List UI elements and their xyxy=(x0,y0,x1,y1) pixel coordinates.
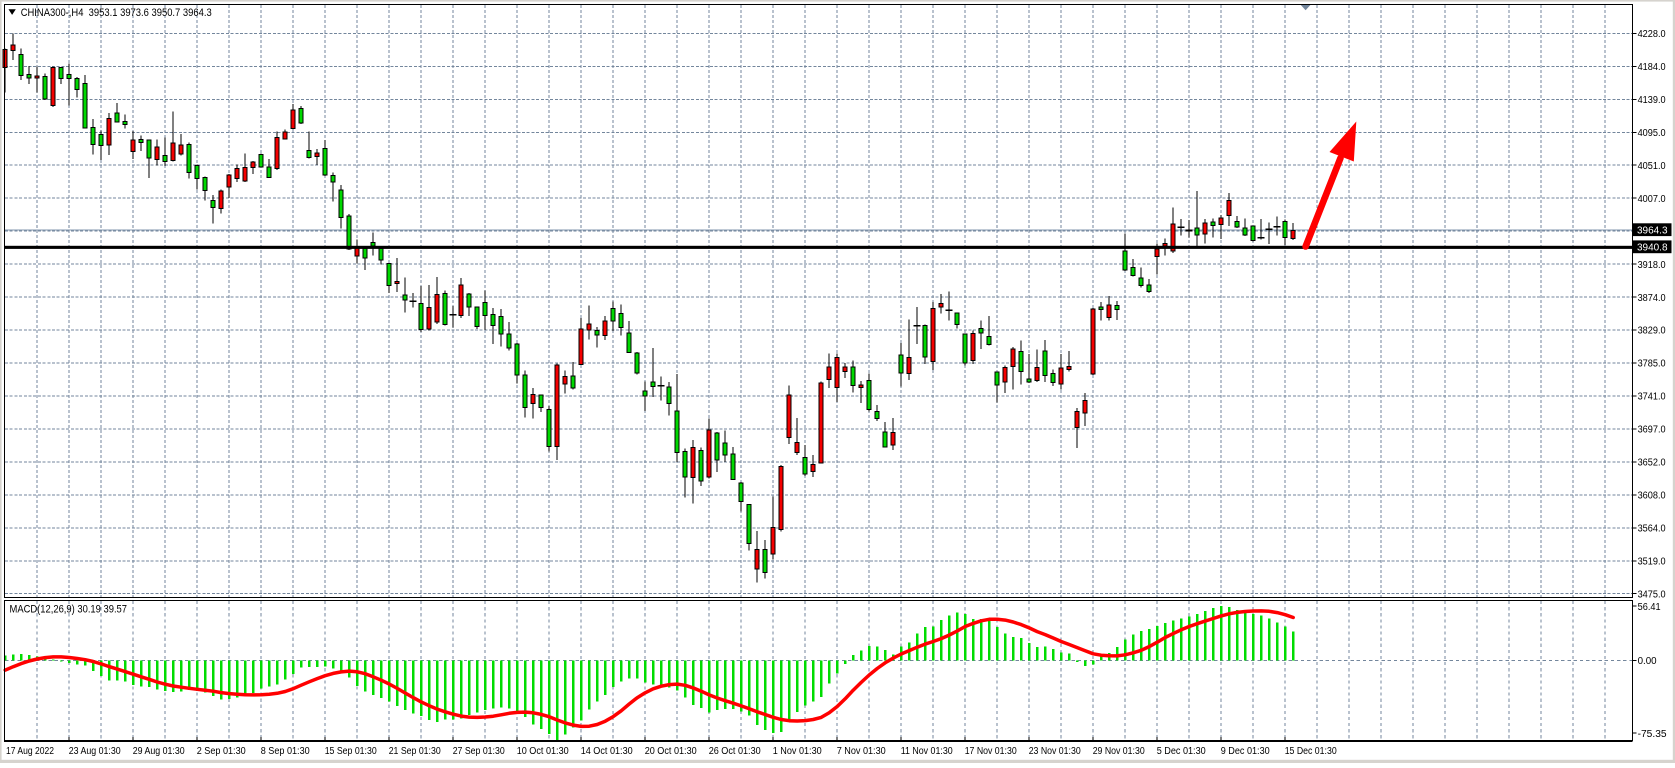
svg-text:3874.0: 3874.0 xyxy=(1638,293,1666,304)
svg-text:11 Nov 01:30: 11 Nov 01:30 xyxy=(901,746,953,757)
svg-text:27 Sep 01:30: 27 Sep 01:30 xyxy=(453,746,505,757)
svg-text:4184.0: 4184.0 xyxy=(1638,62,1666,73)
svg-text:10 Oct 01:30: 10 Oct 01:30 xyxy=(517,746,569,757)
svg-text:MACD(12,26,9) 30.19 39.57: MACD(12,26,9) 30.19 39.57 xyxy=(10,604,128,616)
svg-text:4007.0: 4007.0 xyxy=(1638,194,1666,205)
svg-text:4139.0: 4139.0 xyxy=(1638,95,1666,106)
svg-text:3697.0: 3697.0 xyxy=(1638,425,1666,436)
svg-text:4095.0: 4095.0 xyxy=(1638,128,1666,139)
svg-text:20 Oct 01:30: 20 Oct 01:30 xyxy=(645,746,697,757)
svg-text:29 Nov 01:30: 29 Nov 01:30 xyxy=(1093,746,1145,757)
svg-text:17 Aug 2022: 17 Aug 2022 xyxy=(6,746,54,757)
svg-text:7 Nov 01:30: 7 Nov 01:30 xyxy=(837,746,886,757)
svg-text:CHINA300-,H4 3953.1 3973.6 39: CHINA300-,H4 3953.1 3973.6 3950.7 3964.3 xyxy=(21,7,212,19)
svg-text:17 Nov 01:30: 17 Nov 01:30 xyxy=(965,746,1017,757)
svg-text:3608.0: 3608.0 xyxy=(1638,491,1666,502)
svg-text:29 Aug 01:30: 29 Aug 01:30 xyxy=(133,746,185,757)
svg-text:1 Nov 01:30: 1 Nov 01:30 xyxy=(773,746,822,757)
svg-text:3785.0: 3785.0 xyxy=(1638,359,1666,370)
svg-text:26 Oct 01:30: 26 Oct 01:30 xyxy=(709,746,761,757)
svg-text:3741.0: 3741.0 xyxy=(1638,392,1666,403)
svg-text:23 Nov 01:30: 23 Nov 01:30 xyxy=(1029,746,1081,757)
svg-text:3652.0: 3652.0 xyxy=(1638,458,1666,469)
svg-text:9 Dec 01:30: 9 Dec 01:30 xyxy=(1221,746,1270,757)
svg-text:15 Dec 01:30: 15 Dec 01:30 xyxy=(1285,746,1337,757)
svg-text:4051.0: 4051.0 xyxy=(1638,161,1666,172)
svg-text:4228.0: 4228.0 xyxy=(1638,29,1666,40)
svg-text:3475.0: 3475.0 xyxy=(1638,589,1666,600)
svg-text:3564.0: 3564.0 xyxy=(1638,524,1666,535)
svg-text:14 Oct 01:30: 14 Oct 01:30 xyxy=(581,746,633,757)
svg-text:3940.8: 3940.8 xyxy=(1637,243,1668,254)
svg-text:56.41: 56.41 xyxy=(1638,602,1661,613)
svg-text:-75.35: -75.35 xyxy=(1638,729,1667,740)
svg-text:3829.0: 3829.0 xyxy=(1638,326,1666,337)
svg-text:3918.0: 3918.0 xyxy=(1638,260,1666,271)
svg-text:21 Sep 01:30: 21 Sep 01:30 xyxy=(389,746,441,757)
svg-text:0.00: 0.00 xyxy=(1638,656,1657,667)
svg-text:2 Sep 01:30: 2 Sep 01:30 xyxy=(197,746,246,757)
svg-text:23 Aug 01:30: 23 Aug 01:30 xyxy=(69,746,121,757)
svg-text:3519.0: 3519.0 xyxy=(1638,557,1666,568)
svg-text:5 Dec 01:30: 5 Dec 01:30 xyxy=(1157,746,1206,757)
svg-text:8 Sep 01:30: 8 Sep 01:30 xyxy=(261,746,310,757)
svg-text:15 Sep 01:30: 15 Sep 01:30 xyxy=(325,746,377,757)
svg-text:3964.3: 3964.3 xyxy=(1637,226,1668,237)
